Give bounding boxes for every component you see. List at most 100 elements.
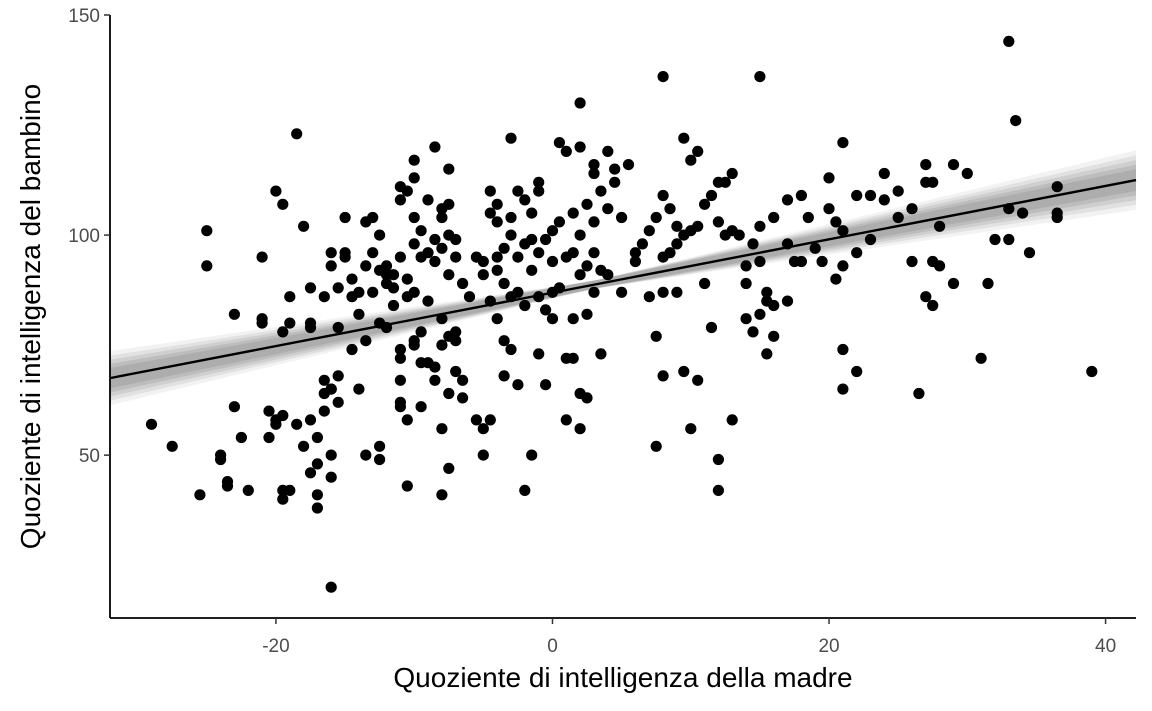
data-point bbox=[920, 159, 932, 171]
data-point bbox=[588, 286, 600, 298]
data-point bbox=[291, 418, 303, 430]
data-point bbox=[443, 387, 455, 400]
data-point bbox=[602, 269, 614, 281]
data-point bbox=[221, 480, 234, 492]
data-point bbox=[754, 255, 766, 268]
data-point bbox=[360, 335, 372, 347]
y-tick-label: 50 bbox=[79, 446, 100, 467]
data-point bbox=[519, 484, 531, 496]
data-point bbox=[429, 361, 441, 373]
data-point bbox=[761, 286, 773, 298]
data-point bbox=[505, 132, 517, 144]
data-point bbox=[837, 343, 849, 356]
data-point bbox=[851, 365, 863, 378]
data-point bbox=[671, 286, 683, 298]
data-point bbox=[567, 247, 579, 259]
data-point bbox=[540, 233, 552, 246]
data-point bbox=[325, 449, 337, 461]
regression-line bbox=[109, 178, 1137, 380]
data-point bbox=[298, 220, 310, 232]
data-point bbox=[408, 211, 420, 224]
data-point bbox=[429, 233, 441, 246]
data-point bbox=[699, 277, 711, 290]
data-point bbox=[581, 260, 593, 272]
data-point bbox=[768, 299, 780, 312]
data-point bbox=[457, 374, 469, 386]
data-point bbox=[712, 453, 725, 466]
data-point bbox=[519, 194, 531, 206]
data-point bbox=[851, 247, 863, 259]
data-point bbox=[477, 255, 489, 268]
data-point bbox=[367, 211, 379, 224]
data-point bbox=[408, 172, 420, 184]
data-point bbox=[304, 282, 317, 294]
y-tick-label: 100 bbox=[68, 226, 100, 247]
data-point bbox=[346, 273, 358, 285]
data-point bbox=[408, 286, 420, 298]
data-point bbox=[491, 264, 503, 276]
data-point bbox=[256, 251, 268, 263]
data-point bbox=[1017, 207, 1029, 219]
x-axis-ticks: -20 0 20 40 bbox=[262, 618, 1116, 657]
data-point bbox=[740, 277, 752, 290]
data-point bbox=[298, 440, 310, 452]
data-point bbox=[491, 313, 503, 325]
data-point bbox=[263, 405, 275, 417]
data-point bbox=[629, 255, 642, 268]
data-point bbox=[505, 343, 517, 356]
data-point bbox=[650, 440, 662, 452]
data-point bbox=[450, 365, 462, 378]
data-point bbox=[436, 423, 448, 435]
data-point bbox=[892, 211, 904, 224]
data-point bbox=[927, 176, 939, 188]
data-point bbox=[291, 128, 303, 140]
data-point bbox=[394, 343, 406, 356]
data-point bbox=[961, 167, 973, 180]
data-point bbox=[463, 291, 476, 303]
data-point bbox=[851, 189, 863, 202]
data-point bbox=[339, 247, 351, 259]
data-point bbox=[685, 423, 697, 435]
data-point bbox=[685, 154, 697, 166]
data-point bbox=[546, 255, 559, 268]
data-point bbox=[643, 225, 655, 237]
y-tick-label: 150 bbox=[68, 6, 100, 27]
data-point bbox=[339, 211, 351, 224]
data-point bbox=[263, 431, 275, 444]
data-point bbox=[671, 220, 683, 232]
data-point bbox=[705, 189, 718, 202]
data-point bbox=[989, 233, 1001, 246]
data-point bbox=[830, 273, 842, 285]
data-point bbox=[588, 247, 600, 259]
data-point bbox=[367, 286, 379, 298]
data-point bbox=[650, 211, 662, 224]
data-point bbox=[1051, 211, 1063, 224]
data-point bbox=[650, 330, 662, 342]
data-point bbox=[166, 440, 178, 452]
data-point bbox=[574, 269, 586, 281]
data-point bbox=[768, 330, 780, 342]
data-point bbox=[747, 326, 759, 338]
data-point bbox=[235, 431, 247, 444]
data-point bbox=[325, 581, 337, 593]
data-point bbox=[947, 159, 960, 171]
data-point bbox=[422, 295, 434, 307]
data-point bbox=[450, 233, 462, 246]
data-point bbox=[692, 374, 704, 386]
data-point bbox=[692, 220, 704, 232]
data-point bbox=[692, 145, 704, 157]
data-point bbox=[581, 198, 593, 210]
data-point bbox=[256, 317, 268, 329]
data-point bbox=[913, 387, 925, 400]
data-point bbox=[602, 145, 614, 157]
data-point bbox=[443, 462, 455, 474]
data-point bbox=[595, 185, 607, 197]
data-point bbox=[560, 145, 572, 157]
data-point bbox=[574, 423, 586, 435]
data-point bbox=[491, 216, 503, 228]
data-point bbox=[457, 392, 469, 404]
data-point bbox=[374, 453, 386, 466]
data-point bbox=[809, 242, 821, 254]
data-point bbox=[553, 216, 566, 228]
data-point bbox=[422, 194, 434, 206]
